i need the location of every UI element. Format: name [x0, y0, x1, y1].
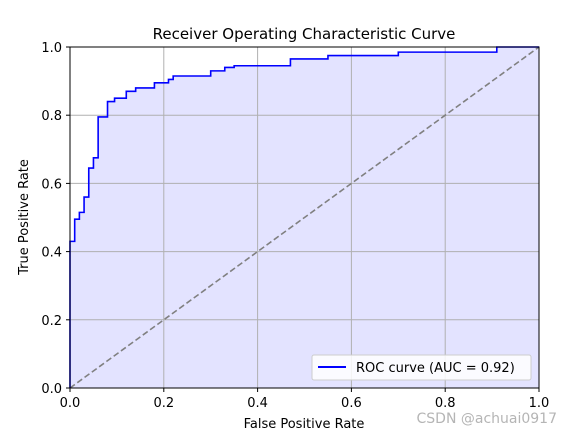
y-axis: 0.0 0.2 0.4 0.6 0.8 1.0: [41, 41, 70, 397]
x-axis: 0.0 0.2 0.4 0.6 0.8 1.0: [60, 388, 550, 411]
y-axis-label: True Positive Rate: [17, 159, 32, 276]
roc-curve-line: [69, 46, 539, 388]
plot-area: [69, 46, 540, 389]
watermark-text: CSDN @achuai0917: [417, 411, 558, 427]
x-tick-label: 0.6: [341, 396, 362, 411]
y-tick-label: 0.6: [41, 177, 62, 192]
legend-box: [311, 354, 532, 381]
y-tick-label: 0.8: [41, 109, 62, 124]
chart-title: Receiver Operating Characteristic Curve: [153, 25, 456, 43]
y-tick-label: 1.0: [41, 41, 62, 56]
axes-frame: [69, 46, 540, 389]
x-tick-label: 0.0: [60, 396, 81, 411]
x-tick-label: 1.0: [529, 396, 550, 411]
legend: ROC curve (AUC = 0.92): [311, 354, 532, 381]
x-tick-label: 0.4: [247, 396, 268, 411]
y-tick-label: 0.2: [41, 314, 62, 329]
x-tick-label: 0.8: [435, 396, 456, 411]
chance-diagonal-line: [69, 46, 540, 389]
x-axis-label: False Positive Rate: [244, 417, 365, 432]
y-tick-label: 0.4: [41, 246, 62, 261]
x-tick-label: 0.2: [153, 396, 174, 411]
legend-label: ROC curve (AUC = 0.92): [356, 361, 515, 376]
y-tick-label: 0.0: [41, 382, 62, 397]
